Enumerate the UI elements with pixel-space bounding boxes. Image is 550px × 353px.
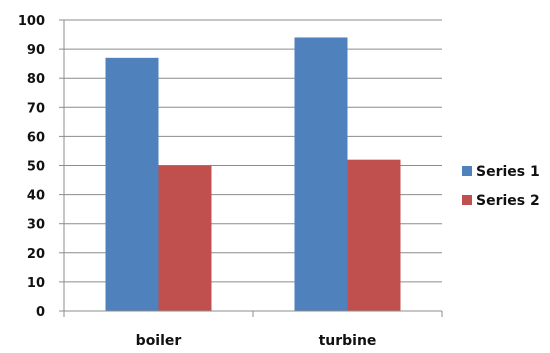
- x-axis-tick-labels: boiler turbine: [136, 333, 377, 349]
- bar-series-1-boiler: [105, 57, 159, 311]
- legend-label: Series 2: [476, 193, 540, 209]
- legend-swatch: [462, 195, 472, 205]
- y-tick-label: 20: [27, 247, 45, 262]
- x-tick-label: boiler: [136, 333, 182, 349]
- bars: [105, 37, 401, 312]
- y-tick-label: 50: [27, 160, 45, 175]
- y-tick-label: 90: [27, 43, 45, 58]
- bar-series-2-turbine: [347, 159, 401, 311]
- y-tick-label: 10: [27, 276, 45, 291]
- y-tick-label: 60: [27, 130, 45, 145]
- legend-label: Series 1: [476, 164, 540, 180]
- y-tick-label: 80: [27, 72, 45, 87]
- legend-swatch: [462, 166, 472, 176]
- x-tick-label: turbine: [319, 333, 377, 349]
- y-tick-label: 100: [18, 14, 45, 29]
- y-tick-label: 40: [27, 189, 45, 204]
- y-tick-label: 30: [27, 218, 45, 233]
- y-axis-tick-labels: 0 10 20 30 40 50 60 70 80 90 100: [18, 14, 45, 320]
- y-tick-label: 0: [36, 305, 45, 320]
- axes: [63, 20, 443, 317]
- bar-series-1-turbine: [294, 37, 348, 312]
- bar-series-2-boiler: [158, 165, 212, 311]
- legend: Series 1 Series 2: [462, 164, 540, 209]
- y-tick-label: 70: [27, 101, 45, 116]
